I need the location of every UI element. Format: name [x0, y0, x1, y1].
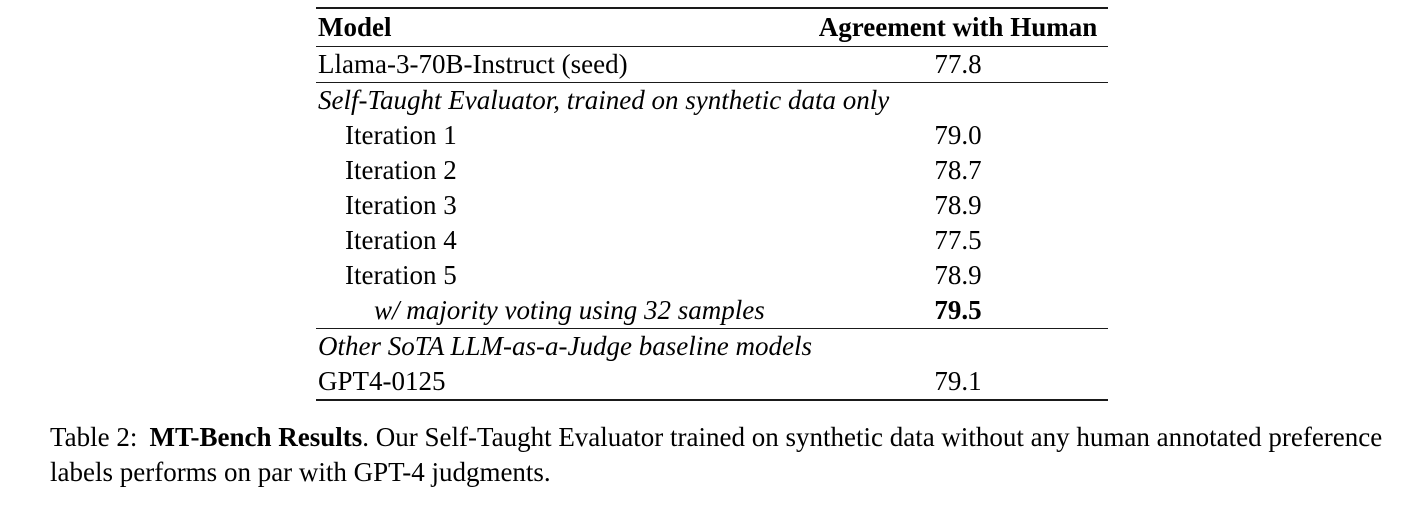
- caption-title: MT-Bench Results: [149, 422, 363, 452]
- table-row-llama-seed: Llama-3-70B-Instruct (seed) 77.8: [316, 47, 1108, 83]
- model-cell: w/ majority voting using 32 samples: [374, 295, 765, 325]
- table-row-iteration-5: Iteration 5 78.9: [316, 258, 1108, 293]
- table-row-iteration-4: Iteration 4 77.5: [316, 223, 1108, 258]
- table-row-iteration-3: Iteration 3 78.9: [316, 188, 1108, 223]
- caption-text: . Our Self-Taught Evaluator trained on s…: [50, 422, 1383, 487]
- section-label: Other SoTA LLM-as-a-Judge baseline model…: [318, 331, 812, 361]
- table-row-majority-voting: w/ majority voting using 32 samples 79.5: [316, 293, 1108, 329]
- section-header-other-sota: Other SoTA LLM-as-a-Judge baseline model…: [316, 329, 1108, 364]
- table-row-iteration-1: Iteration 1 79.0: [316, 118, 1108, 153]
- value-cell: 78.7: [934, 155, 982, 185]
- table-header-row: Model Agreement with Human: [316, 9, 1108, 47]
- value-cell-best: 79.5: [934, 295, 982, 325]
- model-cell: GPT4-0125: [318, 366, 446, 396]
- table-row-iteration-2: Iteration 2 78.7: [316, 153, 1108, 188]
- mt-bench-results-table: Model Agreement with Human Llama-3-70B-I…: [316, 7, 1108, 401]
- model-cell: Llama-3-70B-Instruct (seed): [318, 49, 628, 79]
- value-cell: 79.1: [934, 366, 982, 396]
- column-header-model: Model: [318, 12, 392, 42]
- table-row-gpt4-0125: GPT4-0125 79.1: [316, 364, 1108, 399]
- section-label: Self-Taught Evaluator, trained on synthe…: [318, 85, 890, 115]
- value-cell: 77.8: [934, 49, 982, 79]
- model-cell: Iteration 4: [345, 225, 457, 255]
- model-cell: Iteration 5: [345, 260, 457, 290]
- model-cell: Iteration 2: [345, 155, 457, 185]
- section-header-self-taught: Self-Taught Evaluator, trained on synthe…: [316, 83, 1108, 118]
- value-cell: 78.9: [934, 260, 982, 290]
- value-cell: 79.0: [934, 120, 982, 150]
- model-cell: Iteration 3: [345, 190, 457, 220]
- column-header-agreement-with-human: Agreement with Human: [818, 12, 1098, 42]
- table-caption: Table 2: MT-Bench Results. Our Self-Taugh…: [50, 420, 1390, 490]
- caption-table-number: Table 2:: [50, 422, 138, 452]
- model-cell: Iteration 1: [345, 120, 457, 150]
- value-cell: 78.9: [934, 190, 982, 220]
- value-cell: 77.5: [934, 225, 982, 255]
